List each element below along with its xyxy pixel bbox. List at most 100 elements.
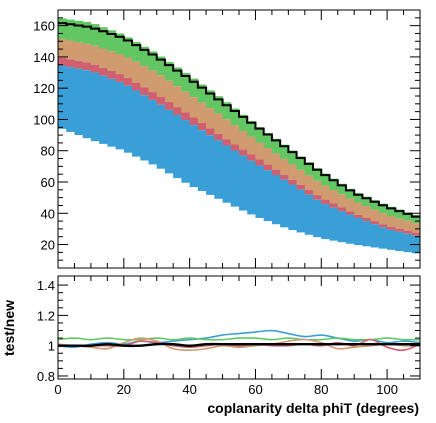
red-band-bin — [370, 221, 380, 225]
blue-band-bin — [395, 231, 404, 251]
main-y-tick-label: 40 — [41, 206, 55, 221]
green-band-bin — [239, 114, 248, 131]
orange-band-bin — [296, 169, 306, 185]
red-band-bin — [66, 59, 75, 68]
ratio-x-tick-label: 40 — [182, 382, 196, 397]
blue-band-bin — [337, 211, 347, 243]
green-band-bin — [156, 56, 166, 76]
green-band-bin — [66, 19, 75, 41]
red-band-bin — [395, 228, 404, 232]
blue-band-bin — [189, 125, 199, 188]
blue-band-bin — [370, 224, 380, 248]
ratio-y-tick-label: 0.8 — [37, 369, 55, 384]
red-band-bin — [345, 211, 355, 215]
green-band-bin — [82, 21, 92, 44]
orange-band-bin — [313, 180, 322, 196]
ratio-plot-frame — [57, 275, 421, 380]
blue-band-bin — [280, 179, 289, 228]
green-band-bin — [189, 78, 199, 98]
main-y-tick-label: 160 — [33, 19, 55, 34]
orange-band-bin — [214, 113, 223, 134]
green-band-bin — [370, 200, 380, 210]
blue-band-bin — [181, 120, 191, 183]
red-band-bin — [337, 207, 347, 212]
green-band-bin — [164, 61, 174, 81]
orange-band-bin — [58, 38, 67, 58]
stacked-bands — [57, 9, 421, 269]
red-band-bin — [164, 102, 174, 110]
red-band-bin — [107, 70, 116, 79]
red-band-bin — [173, 107, 182, 115]
green-band-bin — [271, 138, 281, 154]
main-y-tick-label: 80 — [41, 144, 55, 159]
red-band-bin — [189, 117, 199, 126]
main-plot-panel: 20 40 60 80 100 120 140 160 — [33, 9, 421, 269]
blue-band-bin — [296, 189, 306, 233]
blue-band-bin — [255, 165, 265, 218]
green-band-bin — [123, 37, 133, 58]
red-band-bin — [296, 184, 306, 190]
orange-band-bin — [156, 75, 166, 97]
blue-band-bin — [271, 174, 281, 225]
green-band-bin — [329, 178, 339, 191]
red-band-bin — [247, 154, 256, 161]
green-band-bin — [197, 84, 207, 103]
ratio-y-tick-label: 1 — [48, 339, 55, 354]
orange-band-bin — [271, 153, 281, 170]
red-band-bin — [403, 230, 413, 234]
green-band-bin — [107, 30, 116, 52]
orange-band-bin — [66, 40, 75, 60]
blue-band-bin — [304, 194, 314, 235]
orange-band-bin — [403, 220, 413, 231]
red-band-bin — [123, 78, 133, 86]
ratio-y-axis-title: test/new — [1, 300, 17, 356]
orange-band-bin — [304, 175, 314, 191]
orange-band-bin — [123, 57, 133, 79]
ratio-series-line — [58, 342, 420, 348]
orange-band-bin — [378, 213, 388, 225]
ratio-x-axis: 0 20 40 60 80 100 — [54, 276, 421, 397]
orange-band-bin — [173, 86, 182, 108]
ratio-x-tick-label: 0 — [54, 382, 61, 397]
orange-band-bin — [329, 190, 339, 204]
ratio-lines — [57, 275, 421, 380]
orange-band-bin — [181, 91, 191, 113]
blue-band-bin — [288, 184, 297, 231]
green-band-bin — [173, 67, 182, 87]
green-band-bin — [313, 168, 322, 181]
green-band-bin — [354, 193, 363, 203]
orange-band-bin — [239, 130, 248, 150]
blue-band-bin — [206, 135, 215, 195]
red-band-bin — [115, 74, 125, 82]
red-band-bin — [329, 203, 339, 208]
orange-band-bin — [82, 43, 92, 63]
blue-band-bin — [173, 114, 182, 179]
blue-band-bin — [156, 104, 166, 169]
green-band-bin — [222, 102, 232, 120]
orange-band-bin — [337, 194, 347, 208]
main-y-tick-label: 140 — [33, 50, 55, 65]
blue-band-bin — [214, 140, 223, 199]
red-band-bin — [156, 96, 166, 105]
blue-band-bin — [74, 68, 84, 136]
blue-band-bin — [403, 233, 413, 253]
red-band-bin — [239, 149, 248, 156]
orange-band-bin — [148, 70, 158, 93]
ratio-x-tick-label: 80 — [314, 382, 328, 397]
green-band-bin — [395, 209, 404, 219]
x-axis-title: coplanarity delta phiT (degrees) — [207, 400, 419, 416]
blue-band-bin — [82, 70, 92, 139]
orange-band-bin — [247, 136, 256, 155]
blue-band-bin — [115, 81, 125, 150]
ratio-y-axis: 0.8 1 1.2 1.4 — [37, 278, 420, 384]
ratio-x-tick-label: 60 — [248, 382, 262, 397]
orange-band-bin — [395, 218, 404, 229]
green-band-bin — [58, 18, 67, 39]
green-band-bin — [263, 132, 273, 148]
blue-band-bin — [378, 227, 388, 249]
blue-band-bin — [313, 199, 322, 238]
orange-band-bin — [345, 198, 355, 212]
orange-band-bin — [288, 164, 297, 180]
orange-band-bin — [140, 66, 149, 88]
red-band-bin — [288, 179, 297, 185]
